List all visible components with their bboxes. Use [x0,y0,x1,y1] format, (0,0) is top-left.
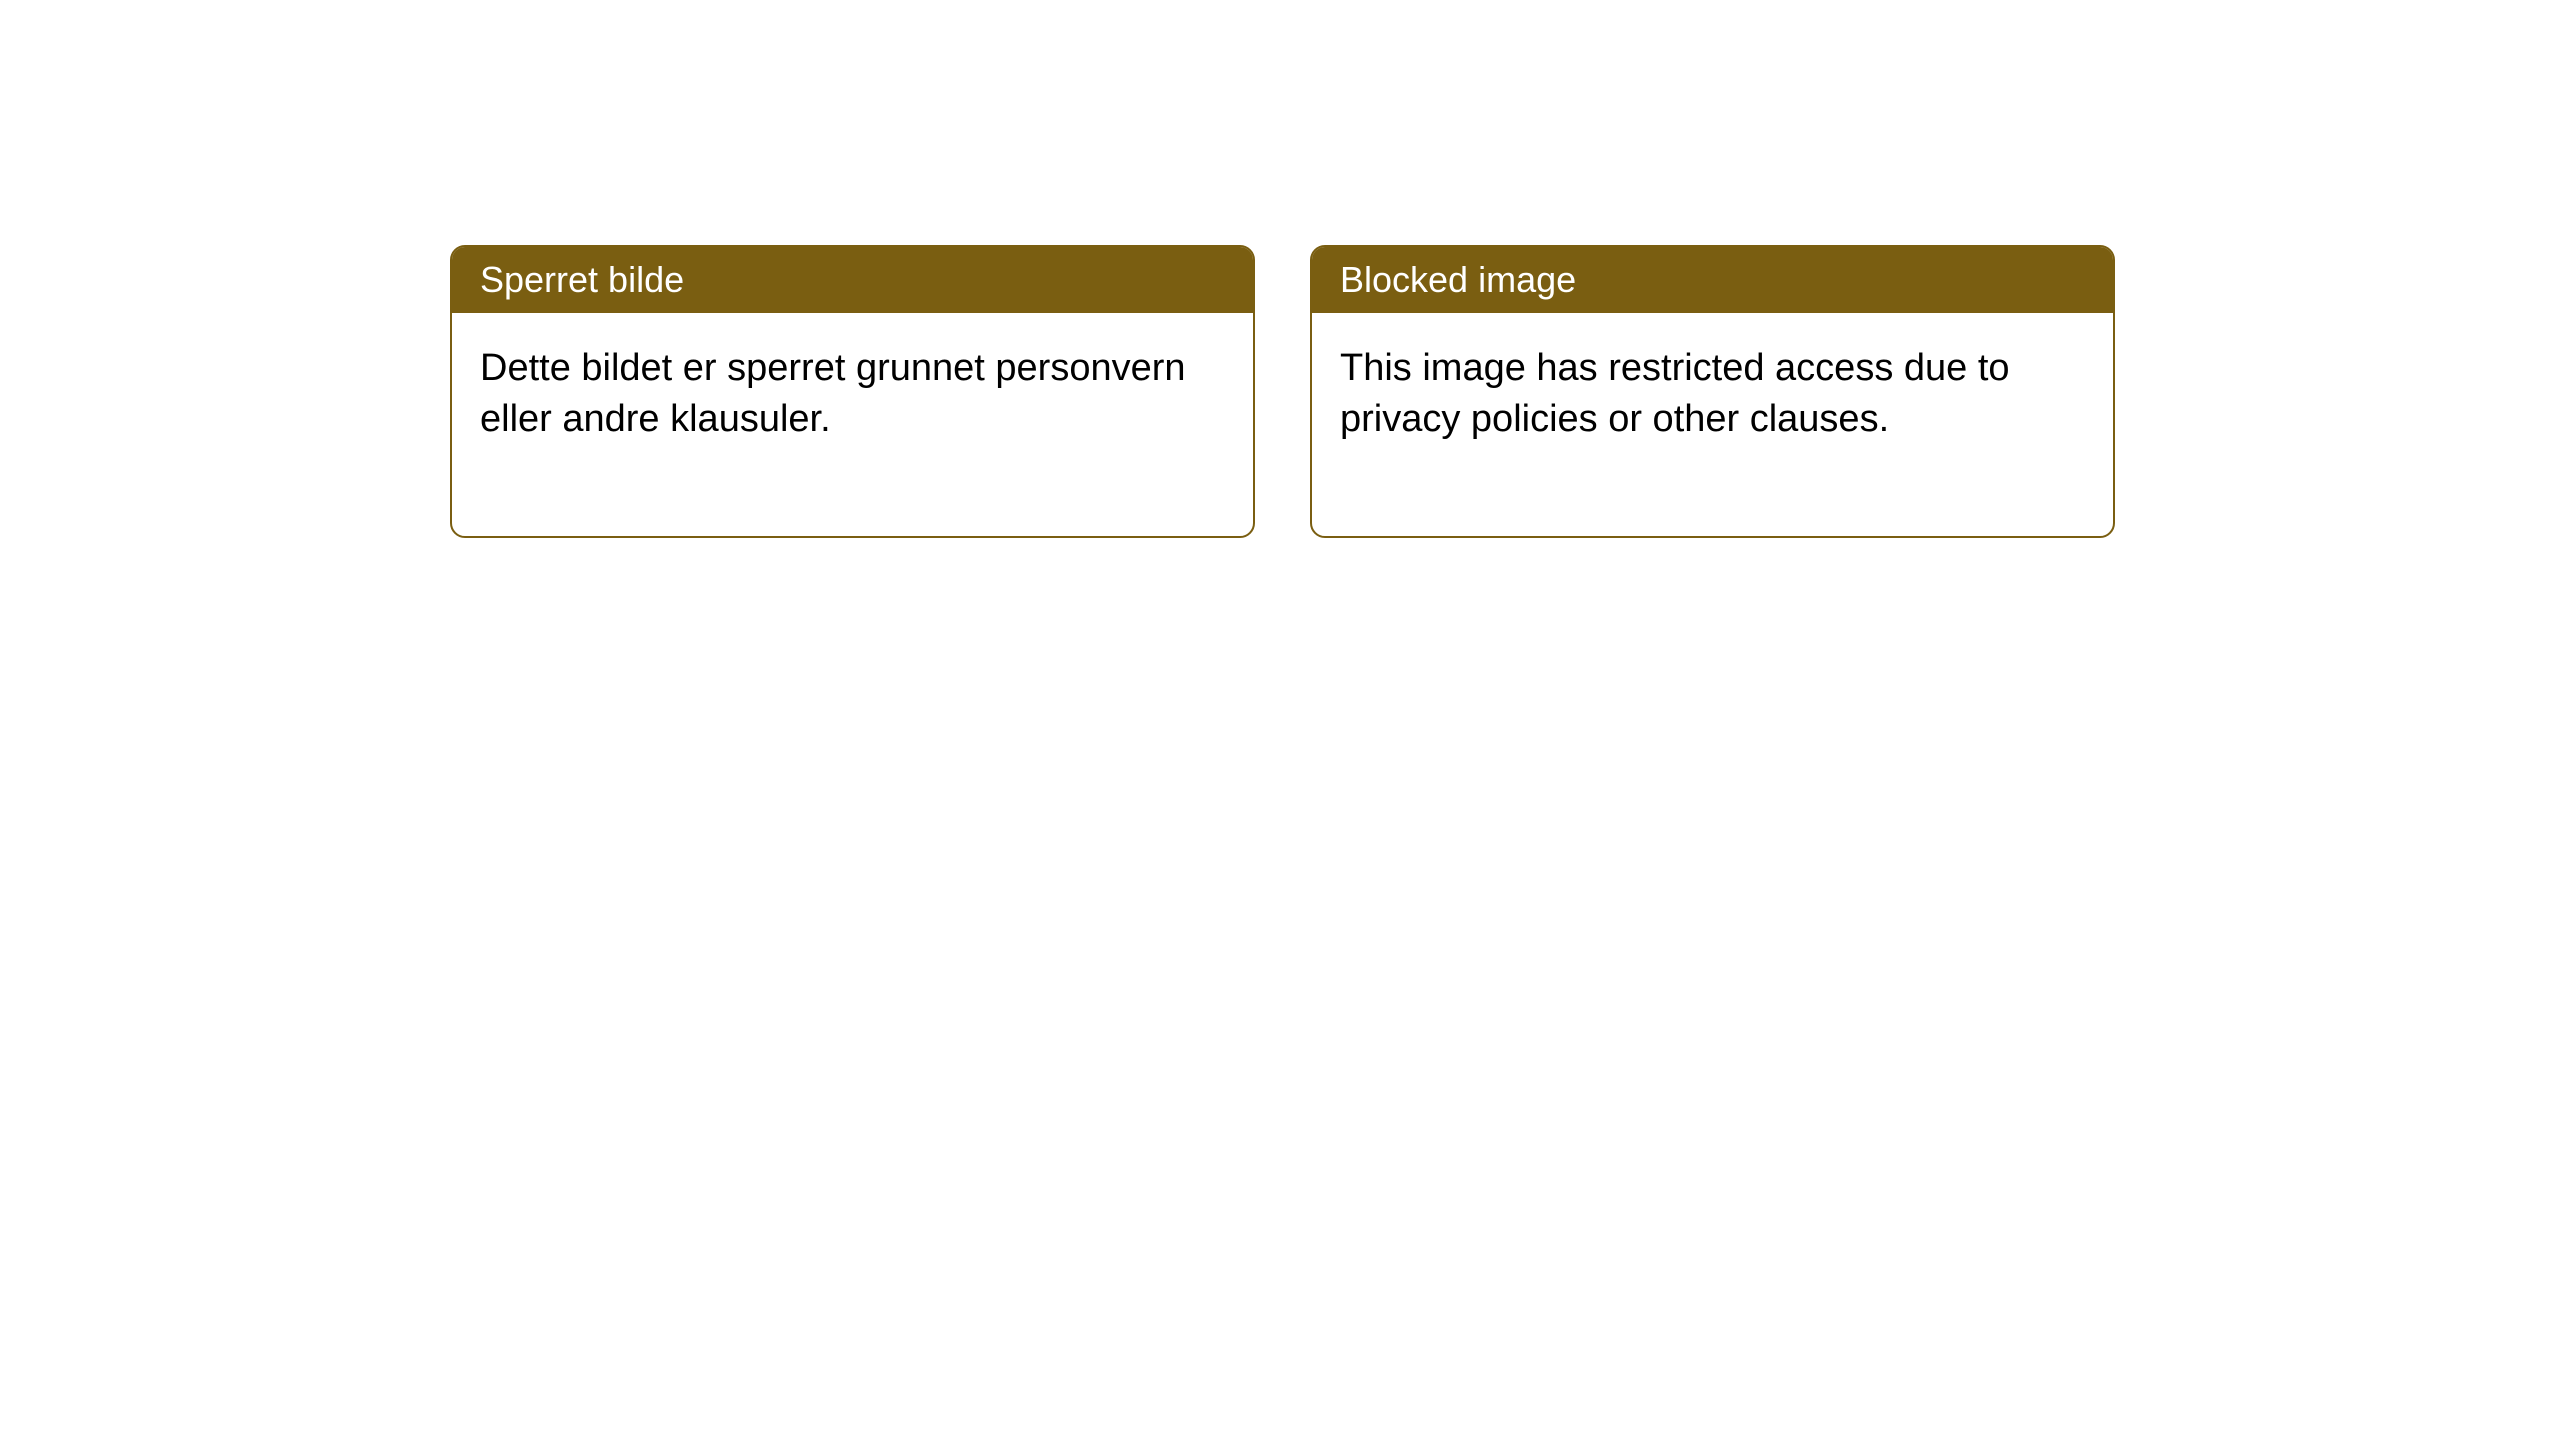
notice-card-norwegian: Sperret bilde Dette bildet er sperret gr… [450,245,1255,538]
notice-container: Sperret bilde Dette bildet er sperret gr… [0,0,2560,538]
notice-title-norwegian: Sperret bilde [452,247,1253,313]
notice-card-english: Blocked image This image has restricted … [1310,245,2115,538]
notice-title-english: Blocked image [1312,247,2113,313]
notice-body-english: This image has restricted access due to … [1312,313,2113,536]
notice-body-norwegian: Dette bildet er sperret grunnet personve… [452,313,1253,536]
